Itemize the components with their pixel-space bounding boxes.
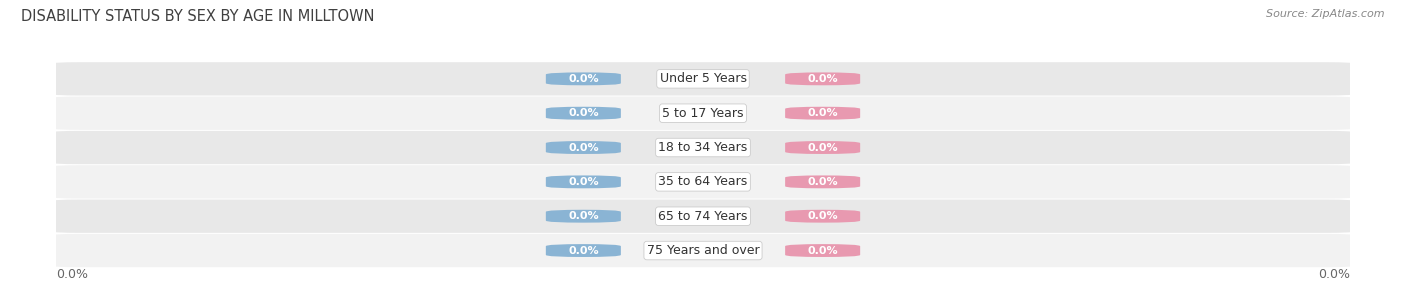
FancyBboxPatch shape <box>53 234 1353 267</box>
Text: 0.0%: 0.0% <box>1317 268 1350 282</box>
Text: 5 to 17 Years: 5 to 17 Years <box>662 107 744 120</box>
Text: 0.0%: 0.0% <box>568 74 599 84</box>
FancyBboxPatch shape <box>546 107 621 120</box>
Text: 35 to 64 Years: 35 to 64 Years <box>658 175 748 188</box>
Text: 0.0%: 0.0% <box>568 108 599 118</box>
Text: Source: ZipAtlas.com: Source: ZipAtlas.com <box>1267 9 1385 19</box>
Text: 0.0%: 0.0% <box>807 177 838 187</box>
FancyBboxPatch shape <box>53 97 1353 130</box>
FancyBboxPatch shape <box>546 210 621 223</box>
FancyBboxPatch shape <box>785 107 860 120</box>
Text: 0.0%: 0.0% <box>807 246 838 256</box>
Text: 0.0%: 0.0% <box>568 246 599 256</box>
Text: 0.0%: 0.0% <box>807 142 838 152</box>
FancyBboxPatch shape <box>785 141 860 154</box>
Text: 0.0%: 0.0% <box>568 177 599 187</box>
Text: 75 Years and over: 75 Years and over <box>647 244 759 257</box>
FancyBboxPatch shape <box>53 62 1353 95</box>
FancyBboxPatch shape <box>785 72 860 85</box>
FancyBboxPatch shape <box>785 210 860 223</box>
FancyBboxPatch shape <box>546 72 621 85</box>
FancyBboxPatch shape <box>53 199 1353 233</box>
Text: 0.0%: 0.0% <box>807 108 838 118</box>
FancyBboxPatch shape <box>785 175 860 188</box>
Text: Under 5 Years: Under 5 Years <box>659 72 747 85</box>
Text: 0.0%: 0.0% <box>56 268 89 282</box>
FancyBboxPatch shape <box>53 131 1353 164</box>
FancyBboxPatch shape <box>785 244 860 257</box>
Text: 0.0%: 0.0% <box>568 211 599 221</box>
FancyBboxPatch shape <box>546 244 621 257</box>
FancyBboxPatch shape <box>546 141 621 154</box>
FancyBboxPatch shape <box>53 165 1353 199</box>
Text: DISABILITY STATUS BY SEX BY AGE IN MILLTOWN: DISABILITY STATUS BY SEX BY AGE IN MILLT… <box>21 9 374 24</box>
FancyBboxPatch shape <box>546 175 621 188</box>
Text: 0.0%: 0.0% <box>807 74 838 84</box>
Text: 0.0%: 0.0% <box>568 142 599 152</box>
Text: 0.0%: 0.0% <box>807 211 838 221</box>
Text: 18 to 34 Years: 18 to 34 Years <box>658 141 748 154</box>
Text: 65 to 74 Years: 65 to 74 Years <box>658 210 748 223</box>
